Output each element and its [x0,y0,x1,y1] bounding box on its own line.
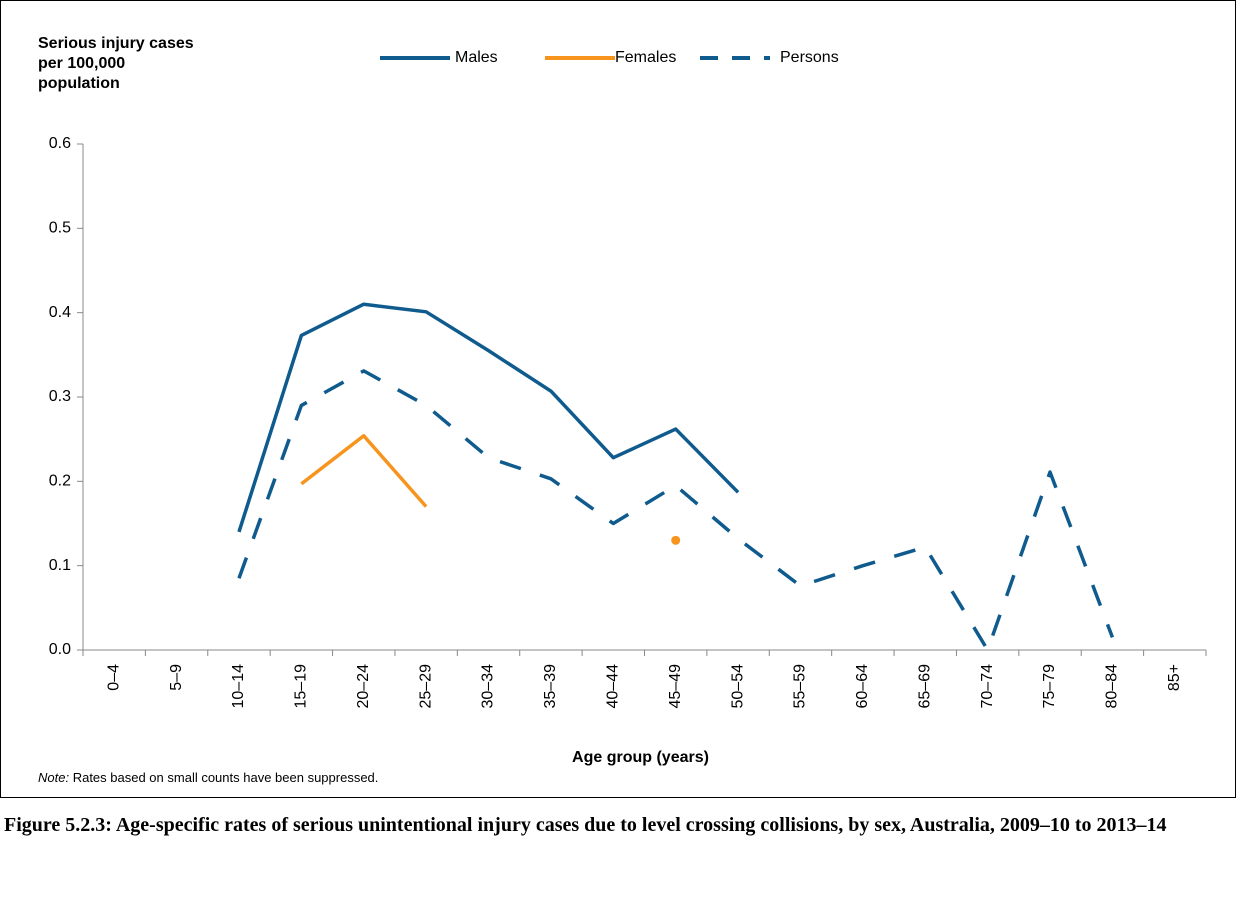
x-tick-label: 20–24 [355,664,372,709]
x-tick-label: 55–59 [792,664,809,709]
series-line [237,302,740,533]
x-tick-label: 15–19 [293,664,310,709]
x-tick-label: 80–84 [1104,664,1121,709]
series-line [237,369,1115,652]
x-tick-label: 10–14 [230,664,247,709]
caption: Figure 5.2.3: Age-specific rates of seri… [4,814,1167,836]
x-axis-title: Age group (years) [572,749,709,766]
x-tick-label: 25–29 [417,664,434,709]
x-tick-label: 35–39 [542,664,559,709]
note: Note: Rates based on small counts have b… [38,770,378,785]
x-tick-label: 45–49 [667,664,684,709]
chart: 0.0 0.1 0.2 0.3 0.4 0.5 0.6 0–4 5–9 10–14 15–19 20–… [49,49,1207,766]
x-tick-label: 60–64 [854,664,871,709]
x-tick-label: 0–4 [105,664,122,691]
y-tick-label: 0.2 [49,473,71,490]
legend-label: Females [615,49,676,66]
y-tick-label: 0.4 [49,304,71,321]
x-tick-label: 50–54 [729,664,746,709]
y-tick-label: 0.1 [49,557,71,574]
x-tick-label: 85+ [1166,664,1183,691]
series-line [300,434,428,508]
y-tick-label: 0.3 [49,388,71,405]
x-tick-label: 40–44 [605,664,622,709]
x-tick-label: 70–74 [979,664,996,709]
point [671,535,681,545]
x-tick-label: 5–9 [168,664,185,691]
y-tick-label: 0.6 [49,135,71,152]
legend-label: Persons [780,49,839,66]
legend-label: Males [455,49,498,66]
y-tick-label: 0.5 [49,220,71,237]
note-text: Rates based on small counts have been su… [72,770,379,785]
x-tick-label: 65–69 [916,664,933,709]
y-tick-label: 0.0 [49,641,71,658]
y-axis-title: Serious injury cases per 100,000 populat… [38,35,194,92]
x-tick-label: 30–34 [480,664,497,709]
note-label: Note: [38,770,70,785]
x-tick-label: 75–79 [1041,664,1058,709]
